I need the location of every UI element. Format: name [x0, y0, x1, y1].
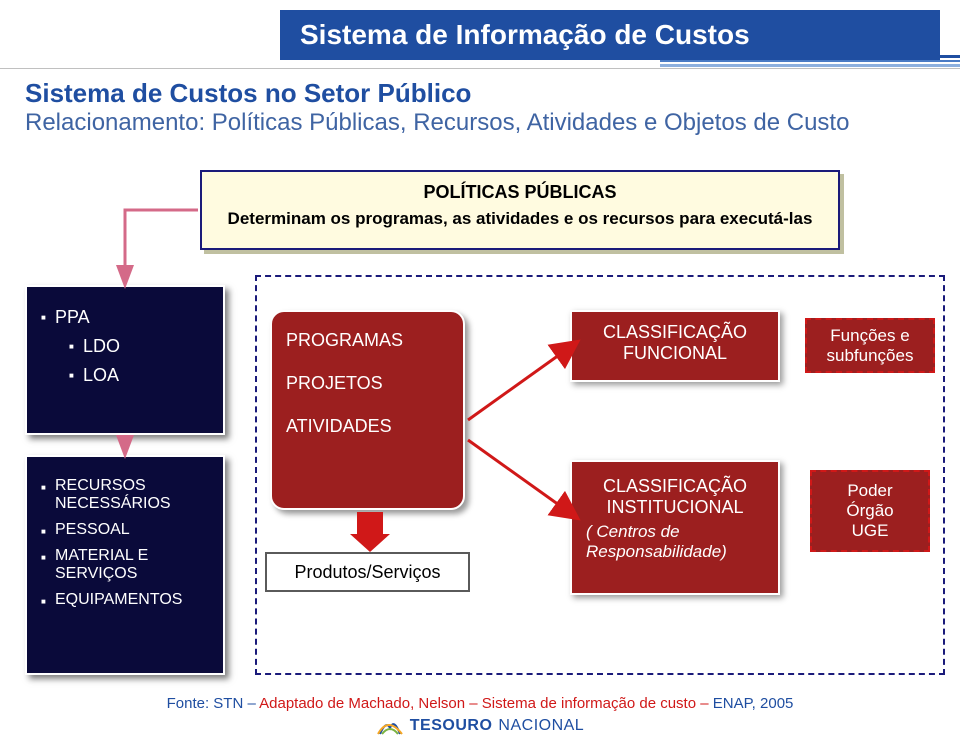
produtos-box: Produtos/Serviços — [265, 552, 470, 592]
poder-item: Órgão — [818, 501, 922, 521]
resources-box: RECURSOS NECESSÁRIOS PESSOAL MATERIAL E … — [25, 455, 225, 675]
class-func-line2: FUNCIONAL — [580, 343, 770, 364]
produtos-label: Produtos/Serviços — [294, 562, 440, 583]
title-block: Sistema de Custos no Setor Público Relac… — [25, 78, 935, 137]
logo-text-1: TESOURO — [410, 717, 493, 735]
classification-functional-box: CLASSIFICAÇÃO FUNCIONAL — [570, 310, 780, 382]
stripe — [660, 60, 960, 63]
policies-box: POLÍTICAS PÚBLICAS Determinam os program… — [200, 170, 840, 250]
class-func-line1: CLASSIFICAÇÃO — [580, 322, 770, 343]
laws-item-ppa: PPA — [41, 307, 209, 328]
arrow-policies-to-laws — [125, 210, 198, 283]
classification-institutional-box: CLASSIFICAÇÃO INSTITUCIONAL ( Centros de… — [570, 460, 780, 595]
programs-box: PROGRAMAS PROJETOS ATIVIDADES — [270, 310, 465, 510]
programs-item: ATIVIDADES — [286, 416, 449, 437]
laws-box: PPA LDO LOA — [25, 285, 225, 435]
resources-item: PESSOAL — [41, 521, 209, 539]
stripe — [660, 64, 960, 67]
policies-title: POLÍTICAS PÚBLICAS — [202, 182, 838, 203]
funcoes-text: Funções e subfunções — [813, 326, 927, 366]
footer: Fonte: STN – Adaptado de Machado, Nelson… — [0, 695, 960, 741]
resources-item: MATERIAL E SERVIÇOS — [41, 547, 209, 583]
page-title: Sistema de Informação de Custos — [300, 19, 750, 51]
laws-item-loa: LOA — [69, 365, 209, 386]
divider — [0, 68, 960, 69]
page-header: Sistema de Informação de Custos — [280, 10, 940, 60]
header-stripes — [660, 55, 960, 67]
logo-tesouro: TESOURO NACIONAL — [376, 716, 584, 736]
logo-text-2: NACIONAL — [498, 717, 584, 735]
class-inst-line1: CLASSIFICAÇÃO — [586, 476, 764, 497]
class-inst-line3: ( Centros de Responsabilidade) — [586, 522, 764, 562]
stripe — [660, 55, 960, 58]
class-inst-line2: INSTITUCIONAL — [586, 497, 764, 518]
poder-box: Poder Órgão UGE — [810, 470, 930, 552]
footer-source: Fonte: STN – Adaptado de Machado, Nelson… — [0, 695, 960, 712]
resources-item: RECURSOS NECESSÁRIOS — [41, 477, 209, 513]
resources-item: EQUIPAMENTOS — [41, 591, 209, 609]
programs-item: PROGRAMAS — [286, 330, 449, 351]
logo-icon — [376, 716, 404, 736]
laws-item-ldo: LDO — [69, 336, 209, 357]
programs-item: PROJETOS — [286, 373, 449, 394]
poder-item: UGE — [818, 521, 922, 541]
title-line1: Sistema de Custos no Setor Público — [25, 78, 935, 109]
policies-desc: Determinam os programas, as atividades e… — [202, 209, 838, 229]
poder-item: Poder — [818, 481, 922, 501]
funcoes-box: Funções e subfunções — [805, 318, 935, 373]
title-line2: Relacionamento: Políticas Públicas, Recu… — [25, 109, 935, 137]
